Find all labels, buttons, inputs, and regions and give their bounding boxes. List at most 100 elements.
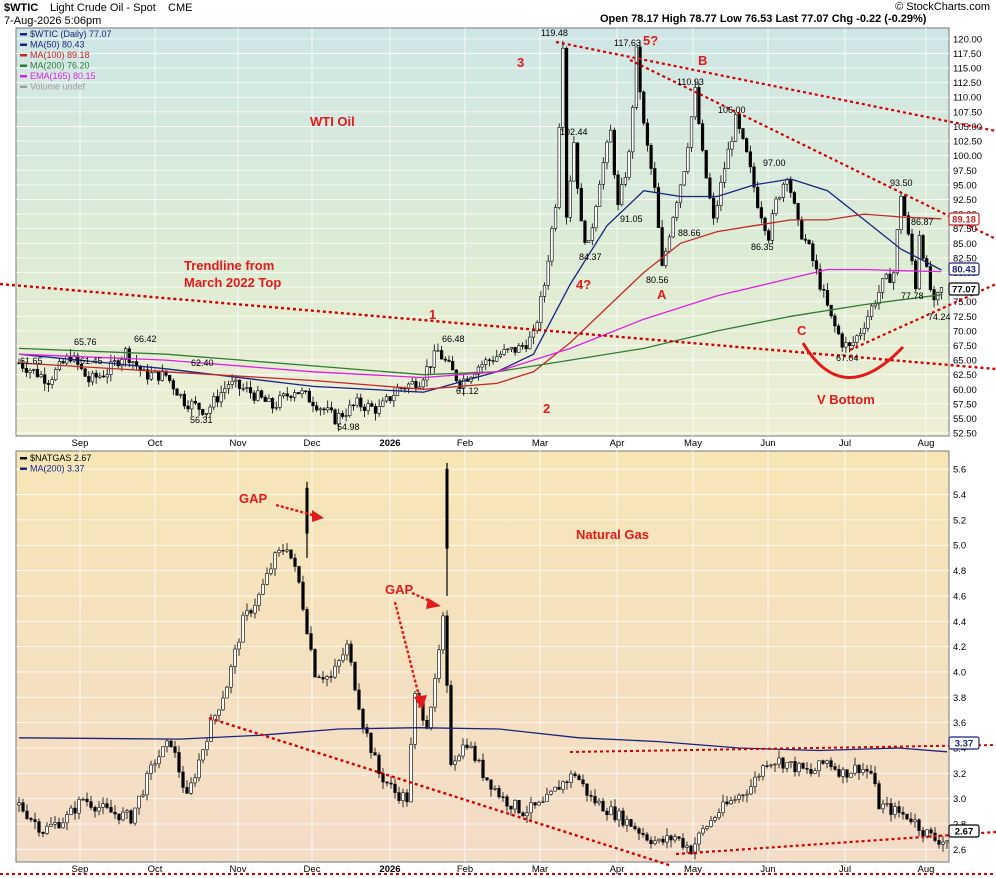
gas-candle-body — [845, 769, 849, 778]
oil-candle-body — [432, 350, 436, 368]
gas-candle-body — [393, 783, 397, 793]
oil-candle-body — [917, 235, 921, 290]
gas-spike-candle-body — [305, 487, 309, 534]
oil-legend-entry: EMA(165) 80.15 — [30, 71, 96, 81]
gas-candle-body — [753, 776, 757, 787]
oil-candle-body — [877, 292, 881, 305]
oil-ema165-line — [18, 268, 942, 379]
gas-x-tick-label: Sep — [72, 864, 89, 875]
oil-candle-body — [756, 186, 760, 208]
oil-last-value-text: 89.18 — [952, 215, 976, 226]
gas-candle-body — [493, 787, 497, 790]
gas-candle-body — [73, 807, 77, 814]
oil-candle-body — [259, 390, 264, 398]
oil-price-label: 93.50 — [890, 178, 913, 188]
oil-candle-body — [660, 227, 664, 266]
gas-candle-body — [245, 610, 249, 616]
gas-x-tick-label: Feb — [457, 864, 473, 875]
oil-x-tick-label: Jun — [760, 438, 775, 449]
gas-candle-body — [265, 573, 269, 585]
oil-candle-body — [895, 229, 899, 274]
gas-panel-bg — [15, 450, 950, 863]
gas-y-tick-label: 4.0 — [953, 667, 966, 678]
oil-candle-body — [546, 260, 550, 286]
oil-candle-body — [631, 107, 635, 153]
oil-price-label: 106.00 — [718, 105, 746, 115]
gas-candle-body — [413, 693, 417, 745]
gas-candle-body — [269, 568, 273, 574]
oil-candle-body — [39, 374, 43, 378]
gas-candle-body — [121, 811, 125, 821]
oil-candle-body — [333, 409, 337, 425]
gas-candle-body — [505, 796, 509, 807]
gas-candle-body — [473, 745, 477, 761]
gas-candle-body — [849, 772, 853, 778]
gas-candle-body — [297, 566, 301, 583]
oil-legend-entry: MA(200) 76.20 — [30, 61, 90, 71]
gas-candle-body — [613, 806, 617, 821]
oil-y-tick-label: 107.50 — [953, 107, 982, 118]
gas-candle-body — [365, 727, 369, 734]
gas-candle-body — [717, 812, 721, 818]
gas-candle-body — [225, 686, 229, 699]
gas-candle-body — [181, 771, 185, 788]
oil-candle-body — [384, 396, 389, 402]
gas-candle-body — [409, 744, 413, 803]
gas-candle-body — [149, 764, 153, 774]
oil-y-tick-label: 95.00 — [953, 180, 977, 191]
natural-gas-label: Natural Gas — [576, 527, 649, 542]
oil-candle-body — [715, 205, 719, 219]
oil-candle-body — [818, 268, 822, 290]
oil-candle-body — [451, 361, 455, 371]
gas-candle-body — [869, 770, 873, 774]
oil-y-tick-label: 100.00 — [953, 151, 982, 162]
gas-candle-body — [361, 708, 365, 728]
oil-price-label: 65.76 — [74, 337, 97, 347]
gas-candle-body — [797, 762, 801, 773]
oil-candle-body — [318, 408, 322, 411]
gas-legend-swatch — [20, 457, 27, 460]
oil-candle-body — [348, 404, 352, 416]
oil-y-tick-label: 112.50 — [953, 78, 981, 89]
gas-candle-body — [177, 752, 181, 773]
oil-candle-body — [770, 213, 774, 241]
gas-candle-body — [161, 746, 165, 758]
gas-candle-body — [313, 649, 317, 678]
oil-candle-body — [708, 177, 712, 199]
oil-candle-body — [105, 374, 109, 378]
oil-candle-body — [517, 345, 521, 353]
oil-candle-body — [667, 236, 672, 252]
gas-candle-body — [129, 810, 133, 824]
oil-y-tick-label: 60.00 — [953, 385, 977, 396]
oil-price-label: 110.93 — [677, 77, 704, 87]
wave-label-1: 1 — [429, 307, 436, 322]
gas-candle-body — [385, 781, 389, 784]
gas-candle-body — [789, 761, 793, 764]
oil-candle-body — [866, 316, 870, 329]
oil-legend-entry: MA(100) 89.18 — [30, 50, 90, 60]
oil-y-tick-label: 110.00 — [953, 93, 981, 104]
oil-candle-body — [811, 243, 815, 261]
oil-candle-body — [293, 392, 297, 398]
gas-candle-body — [197, 759, 201, 779]
oil-candle-body — [326, 407, 330, 411]
oil-y-tick-label: 72.50 — [953, 312, 977, 323]
gas-candle-body — [669, 835, 673, 841]
oil-x-tick-label: Apr — [610, 438, 625, 449]
oil-candle-body — [858, 333, 863, 337]
gas-candle-body — [377, 754, 381, 774]
oil-candle-body — [337, 412, 341, 425]
gas-candle-body — [109, 807, 113, 813]
gas-resistance-line — [569, 744, 996, 753]
gas-candle-body — [921, 830, 925, 837]
oil-candle-body — [792, 192, 797, 204]
oil-price-label: 117.63 — [614, 38, 641, 48]
gas-candle-body — [25, 810, 29, 819]
oil-y-tick-label: 70.00 — [953, 326, 977, 337]
oil-candle-body — [881, 278, 885, 293]
oil-candle-body — [553, 207, 558, 229]
oil-candle-body — [35, 368, 39, 378]
oil-x-tick-label: Nov — [230, 438, 247, 449]
oil-y-tick-label: 82.50 — [953, 253, 977, 264]
oil-downtrend-lower — [629, 59, 996, 240]
